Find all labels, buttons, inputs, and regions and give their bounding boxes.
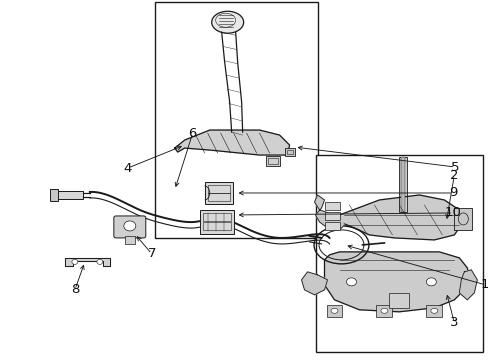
Bar — [204, 182, 232, 204]
Bar — [284, 148, 294, 156]
Bar — [399, 157, 407, 212]
Ellipse shape — [330, 308, 337, 313]
Bar — [324, 212, 339, 220]
Polygon shape — [65, 258, 110, 266]
Bar — [155, 2, 317, 238]
Ellipse shape — [72, 260, 78, 264]
Polygon shape — [324, 252, 468, 312]
Bar — [267, 158, 277, 164]
Text: 9: 9 — [448, 186, 457, 199]
Ellipse shape — [426, 278, 435, 286]
Bar — [203, 213, 230, 221]
Text: 8: 8 — [71, 283, 79, 296]
Bar — [286, 150, 292, 154]
Bar — [199, 210, 233, 234]
Polygon shape — [458, 270, 476, 300]
Polygon shape — [314, 195, 344, 230]
Bar — [207, 185, 229, 193]
Bar — [401, 157, 405, 212]
Text: 3: 3 — [449, 316, 458, 329]
Polygon shape — [301, 272, 327, 295]
Polygon shape — [339, 195, 460, 240]
Bar — [265, 156, 279, 166]
Bar — [324, 202, 339, 210]
Bar — [50, 189, 58, 201]
FancyBboxPatch shape — [114, 216, 145, 238]
Bar — [207, 193, 229, 201]
Text: 1: 1 — [480, 278, 488, 291]
Bar — [426, 305, 442, 317]
Ellipse shape — [211, 11, 243, 33]
Bar — [203, 222, 230, 230]
Bar — [324, 222, 339, 230]
Bar — [124, 236, 135, 244]
Text: 7: 7 — [147, 247, 156, 260]
Bar — [388, 293, 408, 308]
Text: 4: 4 — [123, 162, 132, 175]
Text: 6: 6 — [188, 127, 197, 140]
Polygon shape — [174, 130, 289, 155]
Bar — [376, 305, 392, 317]
Bar — [326, 305, 342, 317]
Text: 5: 5 — [450, 161, 459, 174]
Bar — [453, 208, 471, 230]
Bar — [55, 191, 82, 199]
Ellipse shape — [430, 308, 437, 313]
Text: 10: 10 — [444, 206, 461, 220]
Ellipse shape — [346, 278, 356, 286]
Ellipse shape — [97, 260, 102, 264]
Ellipse shape — [380, 308, 387, 313]
Text: 2: 2 — [449, 168, 458, 181]
Ellipse shape — [123, 221, 136, 231]
Bar — [315, 155, 482, 352]
